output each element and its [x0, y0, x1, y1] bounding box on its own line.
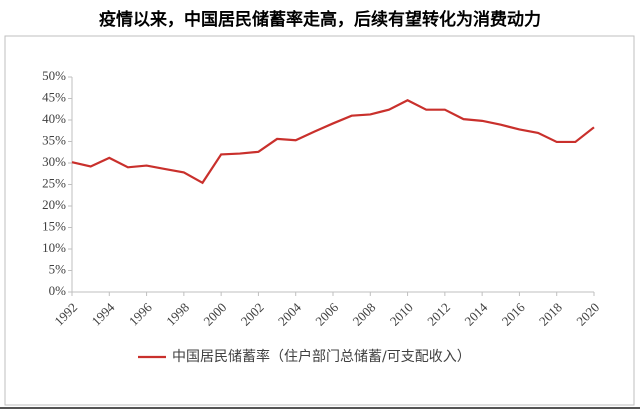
chart-frame [4, 35, 635, 406]
y-tick-label: 0% [49, 283, 67, 298]
x-tick-label: 2018 [536, 300, 565, 329]
y-tick-label: 5% [49, 261, 67, 276]
chart-title: 疫情以来，中国居民储蓄率走高，后续有望转化为消费动力 [99, 9, 541, 30]
x-tick-label: 2014 [461, 299, 490, 328]
x-tick-label: 1994 [89, 299, 118, 328]
x-tick-label: 2002 [238, 300, 267, 329]
y-tick-label: 40% [42, 111, 66, 126]
x-tick-label: 2010 [387, 300, 416, 329]
y-tick-label: 20% [42, 197, 66, 212]
data-line [71, 98, 595, 185]
legend-label: 中国居民储蓄率（住户部门总储蓄/可支配收入） [172, 348, 471, 365]
x-tick-label: 2000 [200, 300, 229, 329]
y-tick-label: 10% [42, 240, 66, 255]
y-tick-label: 30% [42, 154, 66, 169]
y-tick-label: 35% [42, 132, 66, 147]
x-tick-label: 2012 [424, 300, 453, 329]
x-tick-label: 1992 [51, 300, 80, 329]
x-tick-label: 2016 [499, 299, 528, 328]
x-tick-label: 2004 [275, 299, 304, 328]
y-tick-label: 45% [42, 89, 66, 104]
x-tick-label: 1996 [126, 299, 155, 328]
x-tick-label: 2008 [350, 300, 379, 329]
y-tick-label: 25% [42, 175, 66, 190]
x-tick-label: 2006 [312, 299, 341, 328]
x-tick-label: 2020 [573, 300, 602, 329]
y-tick-label: 50% [42, 68, 66, 83]
y-tick-label: 15% [42, 218, 66, 233]
x-tick-label: 1998 [163, 300, 192, 329]
